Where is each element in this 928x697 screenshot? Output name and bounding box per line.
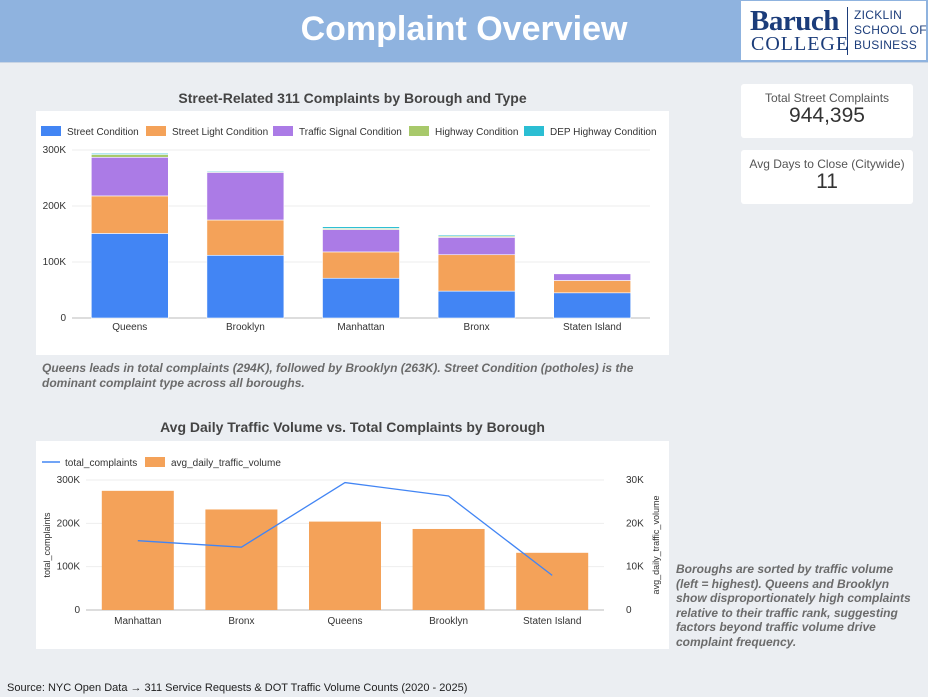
y-tick-label: 300K xyxy=(43,145,67,156)
bar-segment xyxy=(553,292,632,319)
y-left-tick-label: 0 xyxy=(74,605,80,616)
bar-segment xyxy=(437,234,516,237)
baruch-logo: Baruch COLLEGE ZICKLIN SCHOOL OF BUSINES… xyxy=(741,1,927,60)
x-tick-label: Brooklyn xyxy=(429,616,468,627)
chart1-panel: Street Condition Street Light Condition Tr… xyxy=(36,111,669,355)
x-tick-label: Staten Island xyxy=(523,616,581,627)
x-tick-label: Bronx xyxy=(464,322,490,333)
traffic-bar xyxy=(101,490,174,610)
stacked-bar-chart: Street Condition Street Light Condition Tr… xyxy=(41,126,657,333)
y-left-tick-label: 100K xyxy=(57,562,81,573)
traffic-bar xyxy=(516,552,589,610)
y-right-tick-label: 30K xyxy=(626,475,644,486)
legend-label: Street Condition xyxy=(67,127,139,138)
bar-segment xyxy=(437,254,516,292)
page-title: Complaint Overview xyxy=(300,10,628,48)
traffic-bar xyxy=(412,528,485,610)
bar-segment xyxy=(206,170,285,172)
kpi-value: 11 xyxy=(816,170,838,193)
bar-segment xyxy=(206,254,285,319)
y-tick-label: 100K xyxy=(43,257,67,268)
kpi-label: Total Street Complaints xyxy=(764,91,890,105)
bar-segment xyxy=(322,229,400,253)
bar-segment xyxy=(90,154,169,158)
legend-label: DEP Highway Condition xyxy=(550,127,657,138)
logo-divider xyxy=(847,7,848,55)
bar-segment xyxy=(553,272,632,274)
y-right-tick-label: 10K xyxy=(626,562,644,573)
bar-segment xyxy=(90,233,169,319)
legend-swatch xyxy=(145,457,165,467)
legend-swatch xyxy=(273,126,293,136)
y-left-axis-label: total_complaints xyxy=(42,512,52,578)
traffic-bar xyxy=(205,509,278,610)
bar-segment xyxy=(437,237,516,256)
legend-swatch xyxy=(409,126,429,136)
legend-label: Street Light Condition xyxy=(172,127,268,138)
chart1-title: Street-Related 311 Complaints by Borough… xyxy=(178,90,527,106)
chart1-note: Queens leads in total complaints (294K),… xyxy=(42,361,634,390)
bar-segment xyxy=(90,153,169,155)
bar-segment xyxy=(90,156,169,197)
y-right-axis-label: avg_daily_traffic_volume xyxy=(651,496,661,595)
kpi-total-complaints: Total Street Complaints 944,395 xyxy=(741,84,913,138)
y-left-tick-label: 300K xyxy=(57,475,81,486)
chart2-panel: total_complaints avg_daily_traffic_volume… xyxy=(36,441,669,649)
x-tick-label: Queens xyxy=(112,322,147,333)
logo-school: ZICKLIN SCHOOL OF BUSINESS xyxy=(854,8,927,53)
header-bar: Complaint Overview Baruch COLLEGE ZICKLI… xyxy=(0,0,928,63)
y-tick-label: 200K xyxy=(43,201,67,212)
x-tick-label: Queens xyxy=(327,616,362,627)
legend-label: total_complaints xyxy=(65,458,137,469)
y-right-tick-label: 20K xyxy=(626,518,644,529)
x-tick-label: Staten Island xyxy=(563,322,621,333)
bar-segment xyxy=(90,195,169,234)
complaints-line xyxy=(137,481,553,576)
legend-swatch xyxy=(146,126,166,136)
y-right-tick-label: 0 xyxy=(626,605,632,616)
kpi-avg-days: Avg Days to Close (Citywide) 11 xyxy=(741,150,913,204)
logo-school-line: BUSINESS xyxy=(854,38,918,52)
bar-segment xyxy=(437,290,516,319)
x-tick-label: Manhattan xyxy=(114,616,161,627)
kpi-value: 944,395 xyxy=(789,104,865,127)
y-tick-label: 0 xyxy=(60,313,66,324)
x-tick-label: Brooklyn xyxy=(226,322,265,333)
legend-swatch xyxy=(41,126,61,136)
legend-label: avg_daily_traffic_volume xyxy=(171,458,281,469)
bar-segment xyxy=(322,277,400,319)
logo-sub: COLLEGE xyxy=(751,33,850,55)
legend-label: Traffic Signal Condition xyxy=(299,127,402,138)
traffic-bar xyxy=(309,521,381,610)
bar-segment xyxy=(322,226,400,229)
logo-school-line: ZICKLIN xyxy=(854,8,903,22)
bar-segment xyxy=(322,251,400,279)
kpi-label: Avg Days to Close (Citywide) xyxy=(749,157,905,171)
bar-segment xyxy=(553,273,632,281)
legend-label: Highway Condition xyxy=(435,127,518,138)
combo-bar-line-chart: total_complaints avg_daily_traffic_volume… xyxy=(42,457,661,627)
x-tick-label: Bronx xyxy=(228,616,254,627)
chart2-title: Avg Daily Traffic Volume vs. Total Compl… xyxy=(160,419,545,435)
y-left-tick-label: 200K xyxy=(57,518,81,529)
bar-segment xyxy=(206,172,285,221)
logo-name: Baruch xyxy=(750,5,839,37)
legend-swatch xyxy=(524,126,544,136)
x-tick-label: Manhattan xyxy=(337,322,384,333)
bar-segment xyxy=(553,280,632,294)
source-footer: Source: NYC Open Data → 311 Service Requ… xyxy=(7,682,468,694)
logo-school-line: SCHOOL OF xyxy=(854,23,927,37)
chart2-note: Boroughs are sorted by traffic volume (l… xyxy=(676,562,911,649)
bar-segment xyxy=(206,219,285,256)
